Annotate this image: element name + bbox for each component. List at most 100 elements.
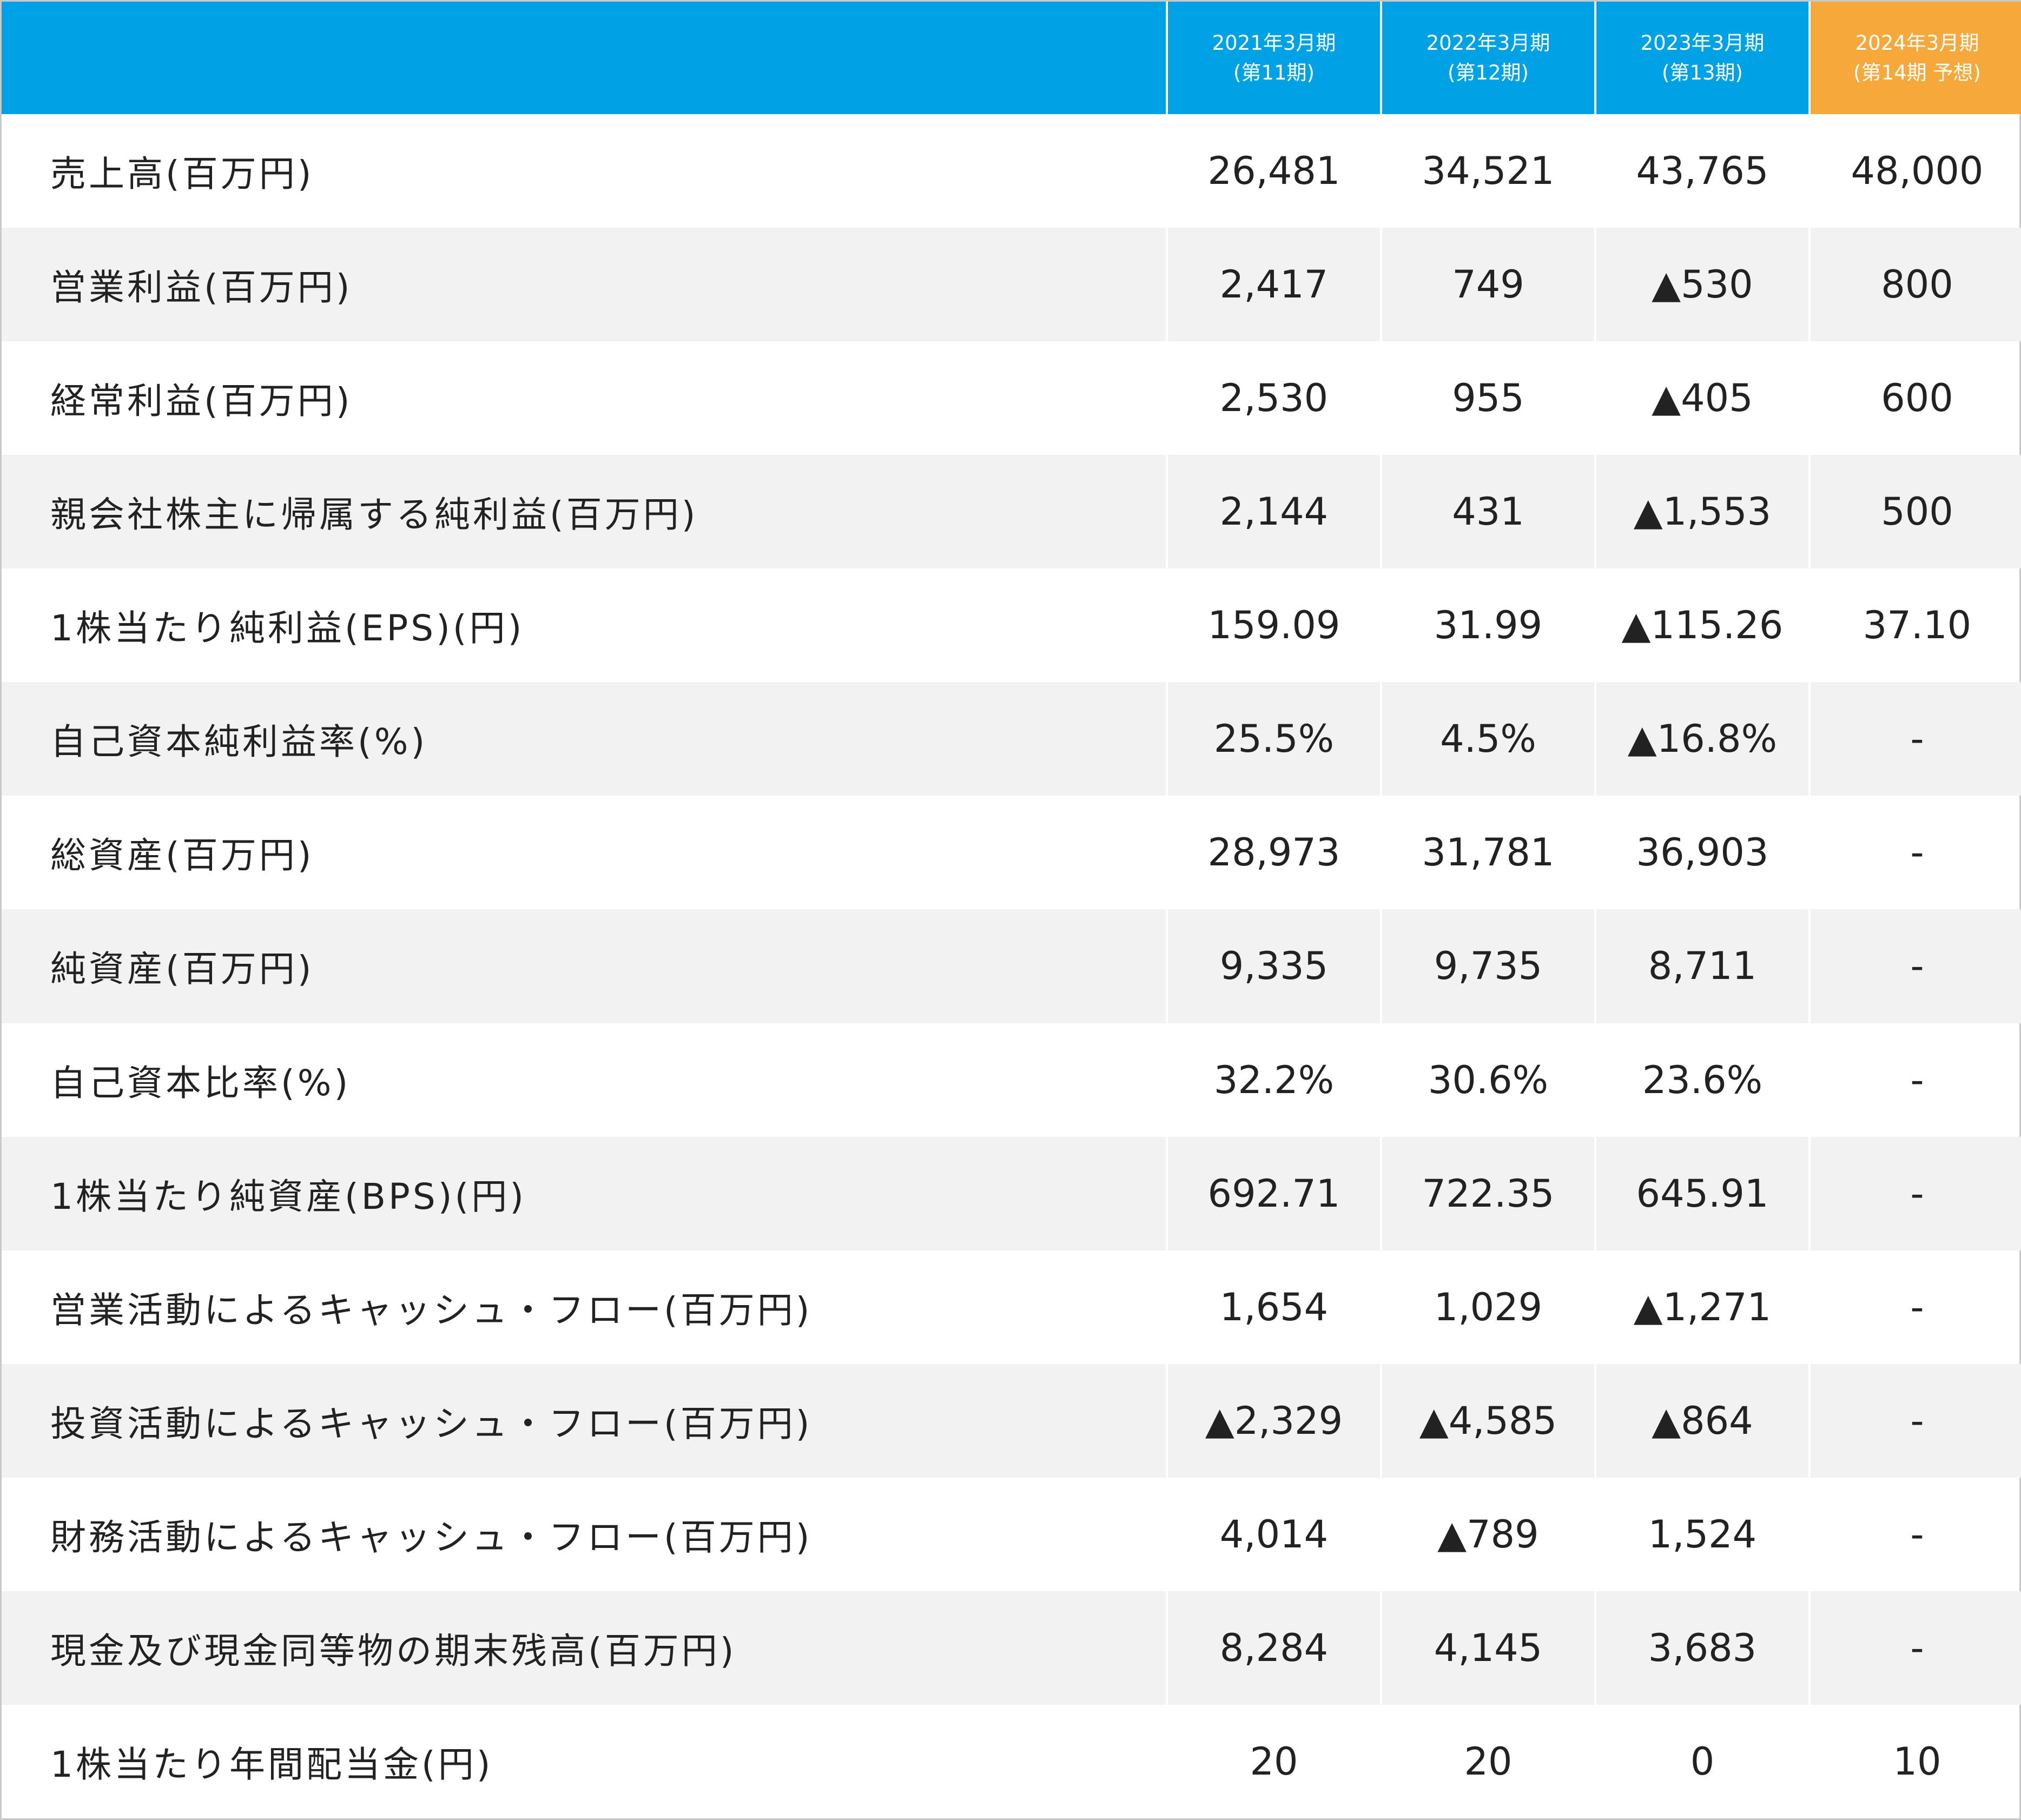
table-row: 1株当たり純利益(EPS)(円) 159.09 31.99 ▲115.26 37… [2,568,2021,683]
header-fy2024-term: (第14期 予想) [1853,61,1981,84]
table-row: 総資産(百万円) 28,973 31,781 36,903 - [2,796,2021,910]
header-fy2024-forecast: 2024年3月期 (第14期 予想) [1808,2,2021,114]
cell-value: 1,654 [1166,1250,1381,1364]
cell-value: 4,014 [1166,1477,1381,1591]
cell-value: 10 [1808,1704,2021,1818]
cell-value: 31.99 [1380,568,1595,683]
cell-value: 48,000 [1808,114,2021,228]
row-label: 自己資本純利益率(%) [50,721,428,763]
header-fy2024-period: 2024年3月期 [1855,31,1979,55]
header-fy2023-period: 2023年3月期 [1640,31,1765,55]
cell-value: - [1808,1364,2021,1478]
table-row: 投資活動によるキャッシュ・フロー(百万円) ▲2,329 ▲4,585 ▲864… [2,1364,2021,1478]
cell-value: 600 [1808,341,2021,455]
cell-value: 1,524 [1594,1477,1809,1591]
cell-value: 9,735 [1380,909,1595,1023]
cell-value: 8,711 [1594,909,1809,1023]
cell-value: 0 [1594,1704,1809,1818]
table-row: 1株当たり年間配当金(円) 20 20 0 10 [2,1704,2021,1818]
row-label: 営業活動によるキャッシュ・フロー(百万円) [50,1289,813,1331]
cell-value: - [1808,909,2021,1023]
row-label: 投資活動によるキャッシュ・フロー(百万円) [50,1402,813,1445]
cell-value: 30.6% [1380,1023,1595,1137]
cell-value: - [1808,796,2021,910]
cell-value: - [1808,1250,2021,1364]
header-fy2022-period: 2022年3月期 [1426,31,1550,55]
table-row: 売上高(百万円) 26,481 34,521 43,765 48,000 [2,114,2021,228]
cell-value: ▲1,271 [1594,1250,1809,1364]
cell-value: 31,781 [1380,796,1595,910]
header-fy2021: 2021年3月期 (第11期) [1166,2,1381,114]
header-corner-cell [2,2,1167,114]
header-fy2022: 2022年3月期 (第12期) [1380,2,1595,114]
header-fy2023: 2023年3月期 (第13期) [1594,2,1809,114]
table-body: 売上高(百万円) 26,481 34,521 43,765 48,000 営業利… [2,114,2021,1818]
cell-value: 4.5% [1380,682,1595,796]
header-fy2023-term: (第13期) [1662,61,1743,84]
table-row: 財務活動によるキャッシュ・フロー(百万円) 4,014 ▲789 1,524 - [2,1477,2021,1591]
table-row: 自己資本純利益率(%) 25.5% 4.5% ▲16.8% - [2,682,2021,796]
table-row: 純資産(百万円) 9,335 9,735 8,711 - [2,909,2021,1023]
cell-value: 37.10 [1808,568,2021,683]
row-label: 純資産(百万円) [50,948,314,990]
table-row: 自己資本比率(%) 32.2% 30.6% 23.6% - [2,1023,2021,1137]
row-label: 自己資本比率(%) [50,1062,351,1104]
cell-value: 25.5% [1166,682,1381,796]
table-row: 現金及び現金同等物の期末残高(百万円) 8,284 4,145 3,683 - [2,1591,2021,1705]
cell-value: ▲864 [1594,1364,1809,1478]
cell-value: 692.71 [1166,1136,1381,1250]
cell-value: - [1808,1136,2021,1250]
table-row: 営業利益(百万円) 2,417 749 ▲530 800 [2,228,2021,342]
cell-value: 645.91 [1594,1136,1809,1250]
cell-value: - [1808,1591,2021,1705]
cell-value: 749 [1380,228,1595,342]
table-row: 親会社株主に帰属する純利益(百万円) 2,144 431 ▲1,553 500 [2,455,2021,569]
table-header: 2021年3月期 (第11期) 2022年3月期 (第12期) 2023年3月期… [2,2,2021,114]
cell-value: 2,530 [1166,341,1381,455]
cell-value: ▲789 [1380,1477,1595,1591]
table-row: 1株当たり純資産(BPS)(円) 692.71 722.35 645.91 - [2,1136,2021,1250]
cell-value: 500 [1808,455,2021,569]
cell-value: 955 [1380,341,1595,455]
row-label: 現金及び現金同等物の期末残高(百万円) [50,1630,737,1672]
cell-value: 2,417 [1166,228,1381,342]
cell-value: - [1808,682,2021,796]
cell-value: 8,284 [1166,1591,1381,1705]
cell-value: 800 [1808,228,2021,342]
cell-value: ▲2,329 [1166,1364,1381,1478]
row-label: 1株当たり純資産(BPS)(円) [50,1175,526,1217]
cell-value: 3,683 [1594,1591,1809,1705]
header-fy2022-term: (第12期) [1448,61,1529,84]
cell-value: 4,145 [1380,1591,1595,1705]
header-row: 2021年3月期 (第11期) 2022年3月期 (第12期) 2023年3月期… [2,2,2021,114]
cell-value: 431 [1380,455,1595,569]
header-fy2021-term: (第11期) [1233,61,1315,84]
cell-value: 20 [1380,1704,1595,1818]
cell-value: ▲16.8% [1594,682,1809,796]
cell-value: 1,029 [1380,1250,1595,1364]
row-label: 1株当たり年間配当金(円) [50,1743,493,1785]
table-row: 営業活動によるキャッシュ・フロー(百万円) 1,654 1,029 ▲1,271… [2,1250,2021,1364]
row-label: 総資産(百万円) [50,835,314,877]
row-label: 経常利益(百万円) [50,380,353,422]
cell-value: 20 [1166,1704,1381,1818]
cell-value: ▲1,553 [1594,455,1809,569]
cell-value: 23.6% [1594,1023,1809,1137]
cell-value: ▲405 [1594,341,1809,455]
cell-value: 26,481 [1166,114,1381,228]
cell-value: 34,521 [1380,114,1595,228]
row-label: 営業利益(百万円) [50,267,353,309]
cell-value: 43,765 [1594,114,1809,228]
cell-value: 28,973 [1166,796,1381,910]
cell-value: 722.35 [1380,1136,1595,1250]
row-label: 親会社株主に帰属する純利益(百万円) [50,494,698,536]
cell-value: - [1808,1023,2021,1137]
cell-value: 2,144 [1166,455,1381,569]
row-label: 売上高(百万円) [50,153,314,195]
cell-value: 159.09 [1166,568,1381,683]
table-row: 経常利益(百万円) 2,530 955 ▲405 600 [2,341,2021,455]
cell-value: 32.2% [1166,1023,1381,1137]
row-label: 財務活動によるキャッシュ・フロー(百万円) [50,1516,813,1558]
